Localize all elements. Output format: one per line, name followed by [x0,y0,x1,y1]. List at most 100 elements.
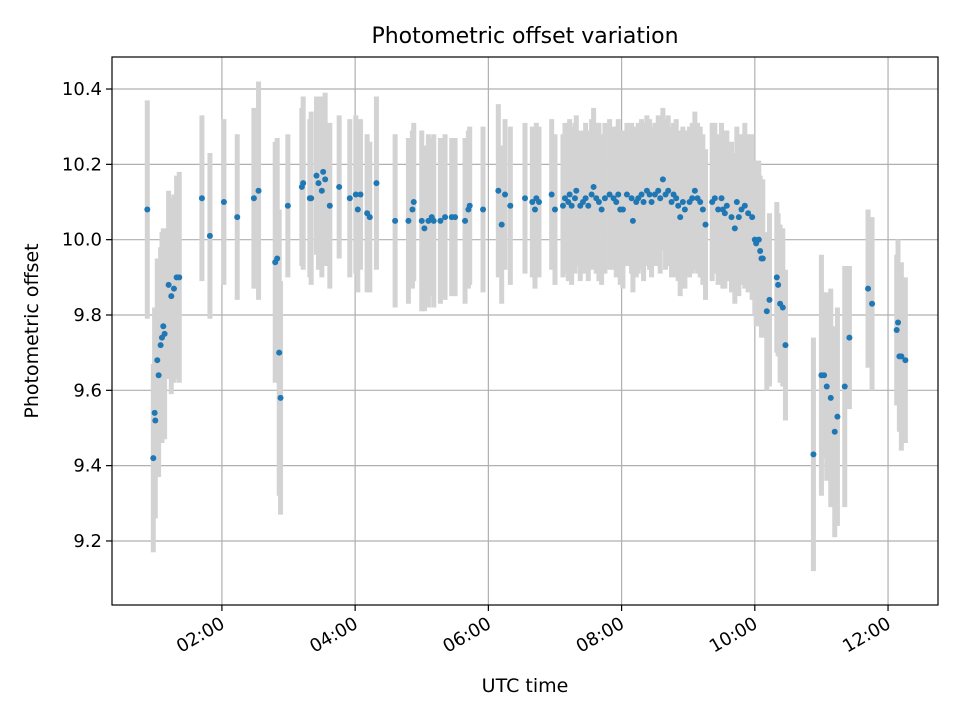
data-point [823,383,830,390]
data-point [522,195,528,202]
data-point [585,202,592,209]
plot-frame [111,56,939,606]
data-point [300,180,307,187]
data-point [154,357,161,364]
data-point [869,300,876,307]
data-point [718,195,725,202]
data-point [531,206,538,213]
data-point [155,372,162,379]
data-point [352,191,359,198]
data-point [410,199,417,206]
data-point [628,195,635,202]
data-point [810,451,817,458]
data-point [735,214,742,221]
data-point [648,199,655,206]
data-point [675,202,682,209]
data-point [255,187,262,194]
data-point [757,247,764,254]
data-point [831,428,838,435]
y-tick-label: 10.0 [62,230,102,251]
data-point [665,187,672,194]
data-point [755,236,762,243]
data-point [619,206,626,213]
data-point [168,293,175,300]
data-point [320,168,327,175]
data-point [466,202,473,209]
data-point [834,413,841,420]
data-point [723,202,730,209]
data-point [354,206,361,213]
data-point [689,195,696,202]
data-point [673,195,680,202]
data-point [766,296,773,303]
data-point [308,195,315,202]
data-points [144,168,909,462]
data-point [170,285,177,292]
data-point [681,206,688,213]
data-point [677,214,684,221]
data-point [315,180,322,187]
data-point [571,195,578,202]
data-point [234,214,241,221]
y-axis-label: Photometric offset [21,243,43,418]
data-point [702,221,709,228]
data-point [728,214,735,221]
data-point [442,214,449,221]
data-point [165,281,172,288]
data-point [779,304,786,311]
data-point [668,199,675,206]
data-point [206,232,213,239]
data-point [749,214,756,221]
data-point [373,180,380,187]
data-point [318,187,325,194]
data-point [711,195,718,202]
data-point [274,255,281,262]
data-point [346,195,353,202]
data-point [721,210,728,217]
x-axis-label: UTC time [482,675,569,697]
data-point [745,210,752,217]
data-point [782,342,789,349]
data-point [759,255,766,262]
data-point [715,206,722,213]
data-point [462,217,469,224]
data-point [659,176,666,183]
data-point [893,327,900,334]
data-point [366,214,373,221]
y-tick-label: 9.4 [73,456,102,477]
chart-title: Photometric offset variation [371,24,678,49]
data-point [773,274,780,281]
data-point [568,202,575,209]
data-point [151,409,158,416]
data-point [498,221,505,228]
data-point [733,199,740,206]
data-point [322,176,329,183]
data-point [699,206,706,213]
data-point [566,191,573,198]
data-point [535,199,542,206]
y-axis-ticks: 9.2 9.4 9.6 9.8 10.0 10.2 10.4 [62,79,112,552]
data-point [827,394,834,401]
data-point [198,195,205,202]
data-point [430,217,437,224]
data-point [437,217,444,224]
data-point [161,330,168,337]
data-point [157,342,164,349]
data-point [551,206,558,213]
data-point [679,199,686,206]
data-point [326,202,333,209]
y-tick-label: 9.2 [73,531,102,552]
data-point [548,191,555,198]
data-point [646,191,653,198]
y-tick-label: 9.6 [73,380,102,401]
data-point [150,455,157,462]
data-point [277,394,284,401]
data-point [691,187,698,194]
data-point [865,285,872,292]
data-point [775,281,782,288]
data-point [418,217,425,224]
y-tick-label: 10.4 [62,79,102,100]
data-point [595,199,602,206]
